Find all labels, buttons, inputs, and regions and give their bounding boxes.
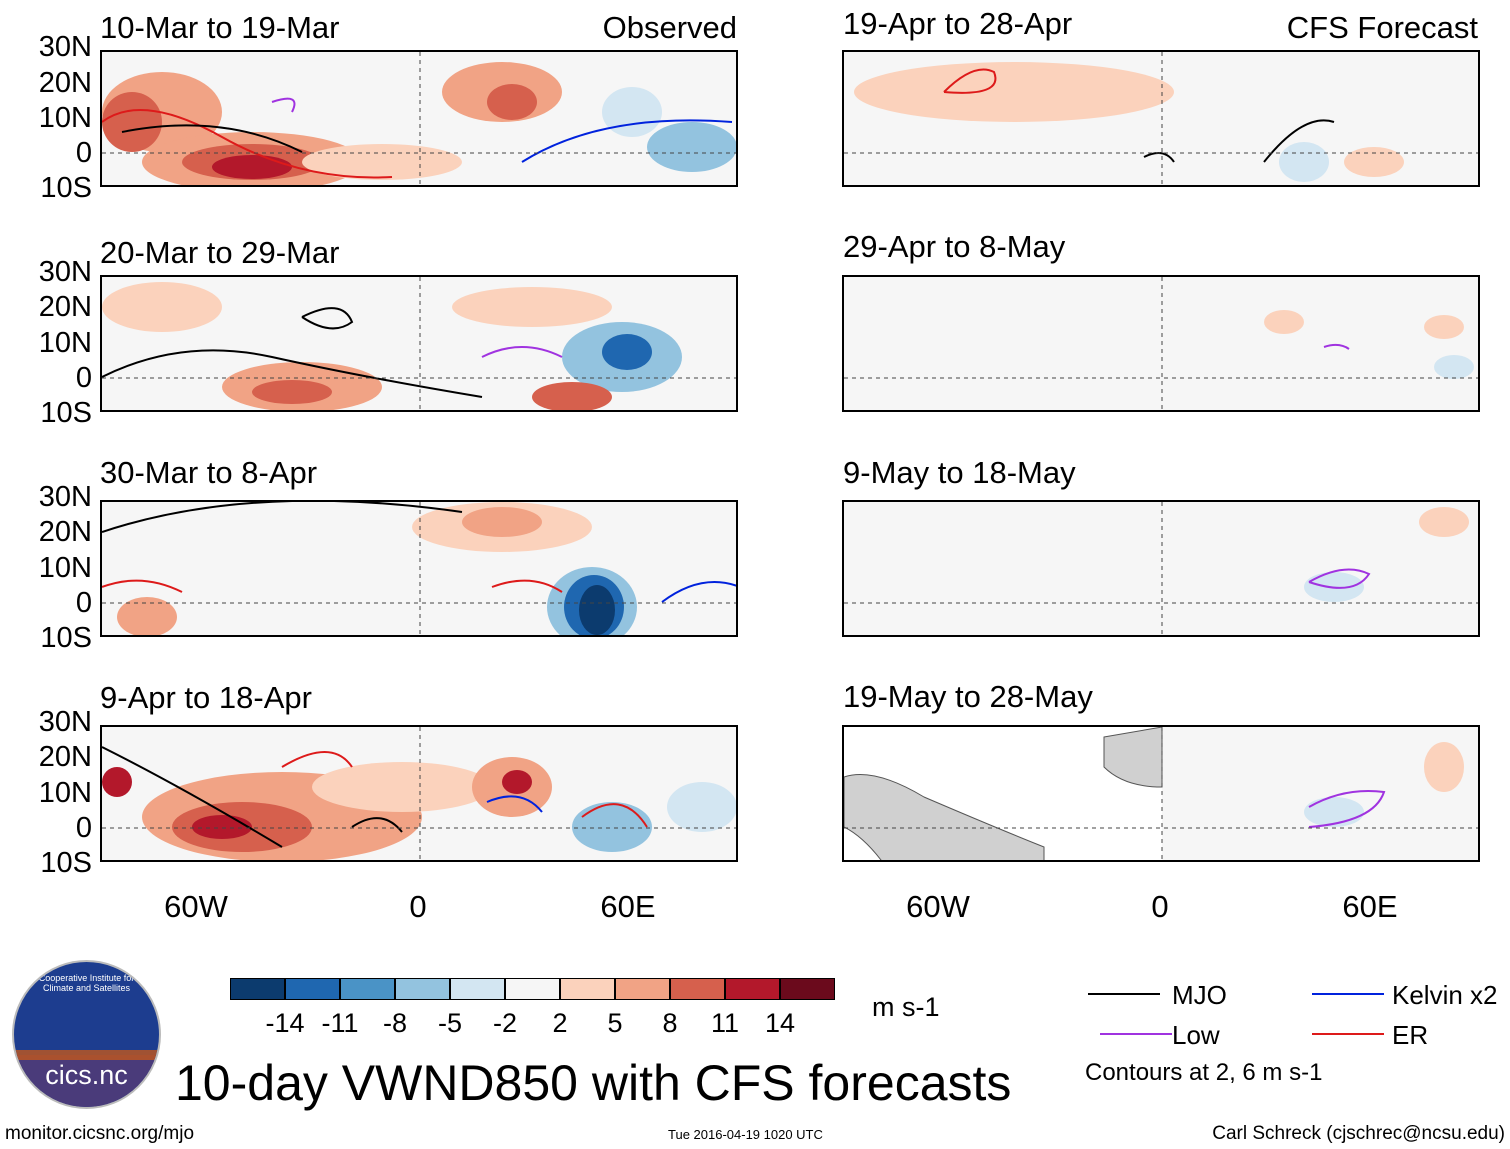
colorbar-swatch — [670, 978, 725, 1000]
lat-label: 20N — [38, 291, 92, 323]
colorbar-tick: 11 — [710, 1008, 740, 1038]
footer-author: Carl Schreck (cjschrec@ncsu.edu) — [1212, 1123, 1505, 1144]
lat-label: 10N — [38, 102, 92, 134]
panel-title: 19-Apr to 28-Apr — [843, 6, 1073, 41]
map-field — [102, 727, 736, 860]
colorbar-swatch — [450, 978, 505, 1000]
observed-label: Observed — [602, 10, 737, 45]
legend-label: MJO — [1172, 980, 1227, 1010]
panel-title: 20-Mar to 29-Mar — [100, 235, 340, 270]
map-frame-right-2 — [842, 275, 1480, 412]
map-frame-left-2 — [100, 275, 738, 412]
lat-label: 10S — [40, 397, 92, 429]
colorbar-swatch — [395, 978, 450, 1000]
colorbar-swatch — [340, 978, 395, 1000]
lat-label: 30N — [38, 481, 92, 513]
lon-label: 60W — [906, 889, 970, 924]
colorbar-tick: 8 — [662, 1008, 678, 1038]
lat-label: 10S — [40, 847, 92, 879]
lat-label: 20N — [38, 741, 92, 773]
legend-label: ER — [1392, 1020, 1429, 1050]
lon-label: 60E — [600, 889, 656, 924]
map-frame-left-1 — [100, 50, 738, 187]
map-frame-right-4 — [842, 725, 1480, 862]
legend-swatch-low — [1100, 1033, 1172, 1035]
map-field — [102, 52, 736, 185]
colorbar-swatch — [285, 978, 340, 1000]
map-field — [844, 727, 1478, 860]
panel-title: 9-Apr to 18-Apr — [100, 680, 312, 715]
map-field — [844, 502, 1478, 635]
lon-label: 0 — [1151, 889, 1169, 924]
colorbar-tick: 14 — [764, 1008, 796, 1038]
legend-swatch-kelvin — [1312, 993, 1384, 995]
legend-label: Kelvin x2 — [1392, 980, 1498, 1010]
map-field — [102, 502, 736, 635]
legend-swatch-mjo — [1088, 993, 1160, 995]
panel-title: 10-Mar to 19-Mar — [100, 10, 340, 45]
lat-label: 30N — [38, 706, 92, 738]
cfs-forecast-label: CFS Forecast — [1286, 10, 1478, 45]
map-field — [102, 277, 736, 410]
lat-label: 10S — [40, 172, 92, 204]
colorbar-units: m s-1 — [872, 992, 940, 1022]
colorbar-swatch — [725, 978, 780, 1000]
logo-text: cics.nc — [45, 1060, 128, 1090]
panel-title: 9-May to 18-May — [843, 455, 1076, 490]
lat-label: 0 — [75, 587, 92, 619]
lon-label: 0 — [409, 889, 427, 924]
colorbar-swatch — [780, 978, 835, 1000]
colorbar-swatch — [615, 978, 670, 1000]
legend-swatch-er — [1312, 1033, 1384, 1035]
map-field — [844, 52, 1478, 185]
lat-label: 0 — [75, 812, 92, 844]
colorbar-tick: -2 — [492, 1008, 517, 1038]
colorbar-tick: -5 — [437, 1008, 462, 1038]
colorbar-tick: -11 — [321, 1008, 359, 1038]
map-frame-right-1 — [842, 50, 1480, 187]
footer-url[interactable]: monitor.cicsnc.org/mjo — [5, 1123, 195, 1144]
legend-note: Contours at 2, 6 m s-1 — [1085, 1059, 1323, 1086]
footer-timestamp: Tue 2016-04-19 1020 UTC — [668, 1127, 823, 1142]
colorbar-tick: 5 — [607, 1008, 623, 1038]
lon-label: 60W — [164, 889, 228, 924]
colorbar-tick: -8 — [382, 1008, 407, 1038]
panel-title: 29-Apr to 8-May — [843, 229, 1066, 264]
map-frame-left-4 — [100, 725, 738, 862]
colorbar-tick: -14 — [265, 1008, 305, 1038]
lat-label: 30N — [38, 31, 92, 63]
panel-title: 19-May to 28-May — [843, 679, 1093, 714]
lat-label: 0 — [75, 362, 92, 394]
colorbar-swatch — [505, 978, 560, 1000]
lat-label: 10S — [40, 622, 92, 654]
lat-label: 20N — [38, 67, 92, 99]
lat-label: 30N — [38, 256, 92, 288]
legend-label: Low — [1172, 1020, 1220, 1050]
lat-label: 10N — [38, 552, 92, 584]
panel-title: 30-Mar to 8-Apr — [100, 455, 318, 490]
cics-logo: Cooperative Institute for Climate and Sa… — [12, 960, 161, 1109]
lat-label: 0 — [75, 137, 92, 169]
lat-label: 10N — [38, 777, 92, 809]
map-frame-right-3 — [842, 500, 1480, 637]
colorbar-swatch — [230, 978, 285, 1000]
lon-label: 60E — [1342, 889, 1398, 924]
main-title: 10-day VWND850 with CFS forecasts — [175, 1055, 1012, 1111]
logo-ring-text: Cooperative Institute for Climate and Sa… — [38, 973, 135, 993]
lat-label: 10N — [38, 327, 92, 359]
map-field — [844, 277, 1478, 410]
colorbar-swatch — [560, 978, 615, 1000]
lat-label: 20N — [38, 516, 92, 548]
map-frame-left-3 — [100, 500, 738, 637]
colorbar-tick: 2 — [552, 1008, 568, 1038]
